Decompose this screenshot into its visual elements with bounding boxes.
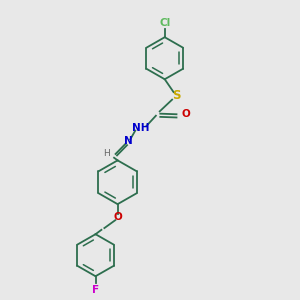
Text: H: H xyxy=(103,149,110,158)
Text: NH: NH xyxy=(132,123,150,133)
Text: O: O xyxy=(181,109,190,119)
Text: F: F xyxy=(92,285,99,295)
Text: O: O xyxy=(113,212,122,222)
Text: N: N xyxy=(124,136,132,146)
Text: S: S xyxy=(172,89,181,102)
Text: Cl: Cl xyxy=(159,18,170,28)
